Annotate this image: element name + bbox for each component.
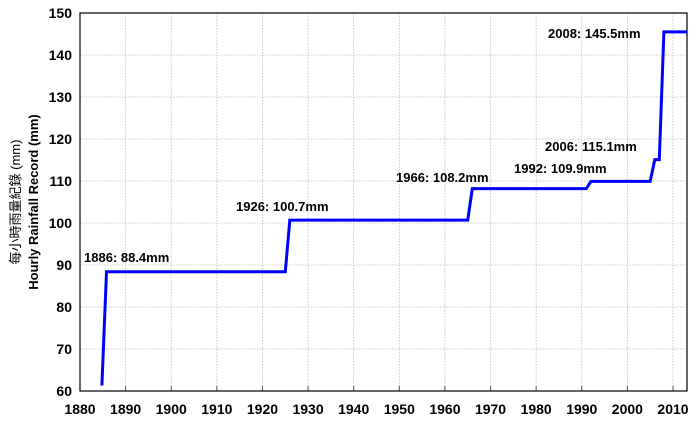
x-tick-label: 1910 xyxy=(201,401,232,417)
y-axis-title-english: Hourly Rainfall Record (mm) xyxy=(26,114,41,290)
x-tick-label: 1960 xyxy=(429,401,460,417)
x-tick-label: 1880 xyxy=(64,401,95,417)
x-tick-label: 1920 xyxy=(247,401,278,417)
y-tick-label: 140 xyxy=(49,47,73,63)
plot-area xyxy=(79,12,688,392)
annotation-1886: 1886: 88.4mm xyxy=(84,250,169,265)
x-tick-label: 1970 xyxy=(475,401,506,417)
x-tick-label: 1950 xyxy=(384,401,415,417)
x-tick-label: 1890 xyxy=(110,401,141,417)
y-tick-label: 70 xyxy=(56,341,72,357)
record-annotations: 1886: 88.4mm 1926: 100.7mm 1966: 108.2mm 19… xyxy=(84,26,641,265)
y-tick-label: 60 xyxy=(56,383,72,399)
y-tick-label: 80 xyxy=(56,299,72,315)
x-axis-ticks: 1880 1890 1900 1910 1920 1930 1940 1950 1960 1970… xyxy=(64,401,688,417)
x-tick-label: 1990 xyxy=(566,401,597,417)
y-tick-label: 100 xyxy=(49,215,73,231)
x-tick-label: 1900 xyxy=(156,401,187,417)
annotation-1992: 1992: 109.9mm xyxy=(514,161,607,176)
y-tick-label: 110 xyxy=(49,173,72,189)
y-axis-title: 每小時雨量紀錄 (mm) Hourly Rainfall Record (mm) xyxy=(8,114,41,290)
y-tick-label: 130 xyxy=(49,89,73,105)
x-tick-label: 2010 xyxy=(657,401,688,417)
grid-lines xyxy=(80,13,687,391)
x-tick-label: 2000 xyxy=(612,401,643,417)
y-tick-label: 150 xyxy=(49,5,73,21)
x-tick-label: 1980 xyxy=(521,401,552,417)
y-axis-ticks: 60 70 80 90 100 110 120 130 140 150 xyxy=(49,5,73,399)
y-tick-label: 120 xyxy=(49,131,73,147)
annotation-2008: 2008: 145.5mm xyxy=(548,26,641,41)
y-axis-title-cjk: 每小時雨量紀錄 (mm) xyxy=(8,140,23,265)
annotation-2006: 2006: 115.1mm xyxy=(545,139,637,154)
y-tick-label: 90 xyxy=(56,257,72,273)
rainfall-record-line xyxy=(100,30,687,386)
x-tick-label: 1940 xyxy=(338,401,369,417)
annotation-1966: 1966: 108.2mm xyxy=(396,170,489,185)
annotation-1926: 1926: 100.7mm xyxy=(236,199,329,214)
x-tick-label: 1930 xyxy=(292,401,323,417)
